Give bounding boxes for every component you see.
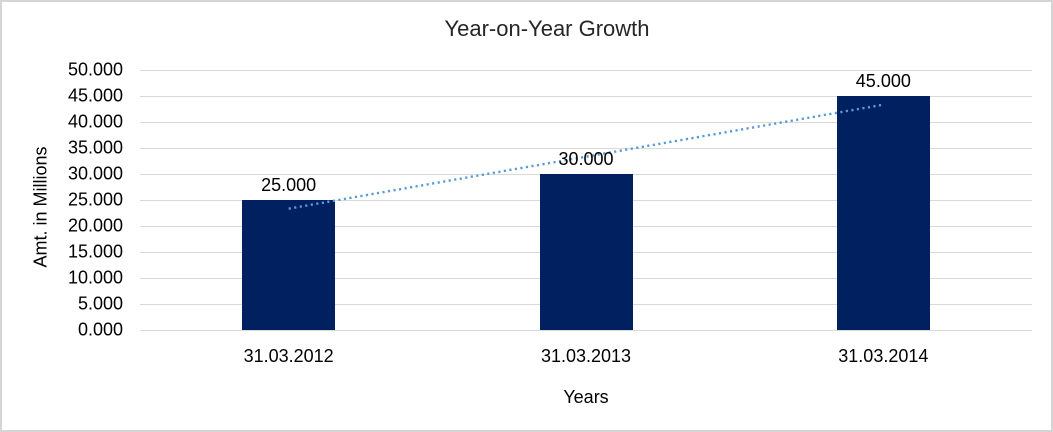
gridline (140, 70, 1032, 71)
y-tick-label: 25.000 (67, 189, 123, 210)
x-tick-label: 31.03.2014 (838, 346, 929, 366)
bar (539, 174, 633, 330)
bar-data-label: 45.000 (855, 71, 911, 91)
x-tick-label: 31.03.2013 (540, 346, 632, 366)
chart-title: Year-on-Year Growth (444, 16, 650, 41)
bar (242, 200, 336, 330)
y-tick-label: 50.000 (67, 59, 123, 80)
y-tick-label: 40.000 (67, 111, 123, 132)
y-tick-label: 5.000 (77, 293, 123, 314)
x-axis-title: Years (563, 387, 609, 407)
y-tick-label: 35.000 (67, 137, 123, 158)
y-tick-label: 10.000 (67, 267, 123, 288)
bar-data-label: 30.000 (558, 149, 614, 169)
bar-data-label: 25.000 (261, 175, 317, 195)
bar (836, 96, 930, 330)
y-tick-label: 45.000 (67, 85, 123, 106)
y-tick-label: 15.000 (67, 241, 123, 262)
x-tick-label: 31.03.2012 (243, 346, 334, 366)
gridline (140, 96, 1032, 97)
y-tick-label: 0.000 (77, 319, 123, 340)
y-tick-label: 30.000 (67, 163, 123, 184)
gridline (140, 330, 1032, 331)
y-tick-label: 20.000 (67, 215, 123, 236)
